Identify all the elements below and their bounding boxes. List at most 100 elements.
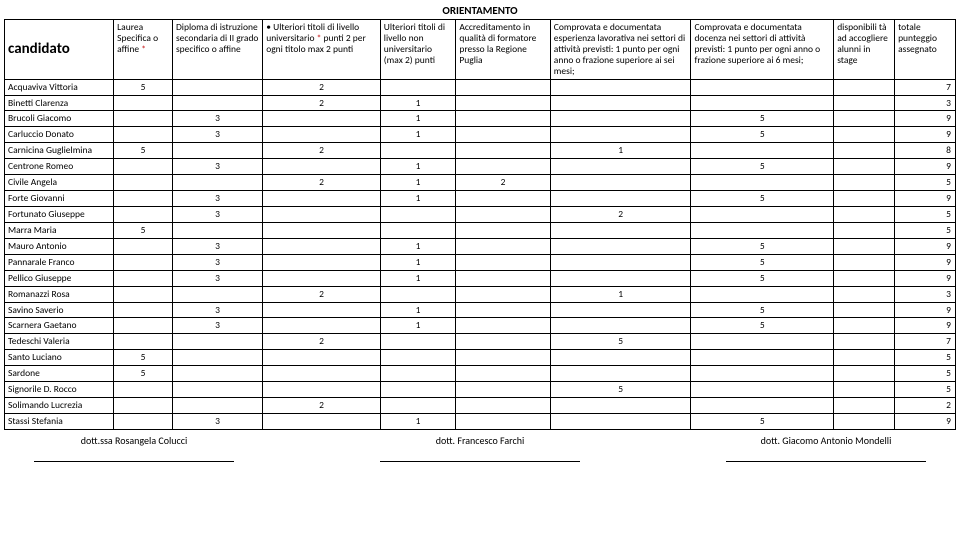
cell-value <box>380 79 456 95</box>
cell-value <box>456 238 550 254</box>
cell-name: Pannarale Franco <box>5 254 114 270</box>
cell-value <box>550 366 691 382</box>
cell-value: 2 <box>263 95 381 111</box>
cell-value <box>263 127 381 143</box>
header-row: candidato Laurea Specifica o affine * Di… <box>5 20 956 80</box>
cell-value <box>172 366 262 382</box>
cell-value: 5 <box>691 302 834 318</box>
cell-value: 9 <box>895 318 956 334</box>
cell-value <box>172 334 262 350</box>
cell-value <box>834 222 895 238</box>
header-candidato: candidato <box>5 20 114 80</box>
cell-value <box>834 334 895 350</box>
cell-name: Santo Luciano <box>5 350 114 366</box>
cell-value <box>456 191 550 207</box>
cell-value <box>263 254 381 270</box>
cell-value: 5 <box>691 413 834 429</box>
cell-value: 9 <box>895 111 956 127</box>
cell-value <box>550 270 691 286</box>
cell-value <box>114 191 173 207</box>
cell-value <box>114 382 173 398</box>
cell-value: 5 <box>895 175 956 191</box>
cell-value <box>550 222 691 238</box>
cell-value: 1 <box>380 302 456 318</box>
cell-value: 5 <box>691 254 834 270</box>
cell-value <box>263 206 381 222</box>
cell-value: 5 <box>691 270 834 286</box>
cell-value <box>456 95 550 111</box>
cell-name: Stassi Stefania <box>5 413 114 429</box>
cell-value <box>263 350 381 366</box>
cell-value <box>172 95 262 111</box>
cell-value <box>114 238 173 254</box>
cell-value: 5 <box>114 350 173 366</box>
cell-value: 5 <box>895 206 956 222</box>
cell-value <box>114 95 173 111</box>
cell-value: 3 <box>172 111 262 127</box>
cell-value <box>691 206 834 222</box>
cell-value <box>172 398 262 414</box>
cell-value <box>380 143 456 159</box>
cell-value <box>456 206 550 222</box>
cell-value: 3 <box>172 159 262 175</box>
cell-value <box>834 111 895 127</box>
cell-value <box>263 270 381 286</box>
cell-value <box>380 382 456 398</box>
table-row: Acquaviva Vittoria527 <box>5 79 956 95</box>
cell-name: Solimando Lucrezia <box>5 398 114 414</box>
table-row: Carnicina Guglielmina5218 <box>5 143 956 159</box>
cell-value <box>834 302 895 318</box>
cell-value <box>691 382 834 398</box>
cell-value <box>263 111 381 127</box>
header-accreditamento: Accreditamento in qualità di formatore p… <box>456 20 550 80</box>
header-ulteriori-nonuniv: Ulteriori titoli di livello non universi… <box>380 20 456 80</box>
cell-name: Civile Angela <box>5 175 114 191</box>
cell-value <box>380 366 456 382</box>
cell-value: 5 <box>114 222 173 238</box>
cell-value <box>456 222 550 238</box>
cell-value: 2 <box>263 143 381 159</box>
cell-value <box>114 159 173 175</box>
cell-value <box>456 366 550 382</box>
cell-value <box>263 382 381 398</box>
cell-value <box>834 318 895 334</box>
table-row: Scarnera Gaetano3159 <box>5 318 956 334</box>
cell-value: 2 <box>263 286 381 302</box>
header-laurea: Laurea Specifica o affine * <box>114 20 173 80</box>
cell-value <box>691 350 834 366</box>
cell-value <box>172 286 262 302</box>
cell-value <box>691 79 834 95</box>
cell-value <box>456 318 550 334</box>
cell-name: Pellico Giuseppe <box>5 270 114 286</box>
cell-value: 3 <box>172 302 262 318</box>
cell-value <box>263 159 381 175</box>
cell-value <box>550 191 691 207</box>
cell-value <box>114 111 173 127</box>
cell-value <box>550 254 691 270</box>
table-row: Marra Maria55 <box>5 222 956 238</box>
cell-value <box>380 334 456 350</box>
cell-value: 7 <box>895 79 956 95</box>
cell-value <box>550 318 691 334</box>
cell-value <box>114 254 173 270</box>
cell-value <box>550 111 691 127</box>
cell-value <box>691 286 834 302</box>
cell-value: 5 <box>691 238 834 254</box>
cell-value <box>456 286 550 302</box>
cell-name: Sardone <box>5 366 114 382</box>
cell-name: Centrone Romeo <box>5 159 114 175</box>
cell-value <box>550 413 691 429</box>
cell-value: 2 <box>263 398 381 414</box>
cell-value: 3 <box>172 270 262 286</box>
cell-value <box>834 254 895 270</box>
cell-value <box>834 191 895 207</box>
cell-value <box>834 350 895 366</box>
cell-value: 1 <box>380 318 456 334</box>
cell-value <box>380 350 456 366</box>
table-row: Binetti Clarenza213 <box>5 95 956 111</box>
cell-value <box>834 382 895 398</box>
cell-value <box>834 286 895 302</box>
cell-value <box>456 334 550 350</box>
table-row: Mauro Antonio3159 <box>5 238 956 254</box>
cell-value: 1 <box>380 127 456 143</box>
